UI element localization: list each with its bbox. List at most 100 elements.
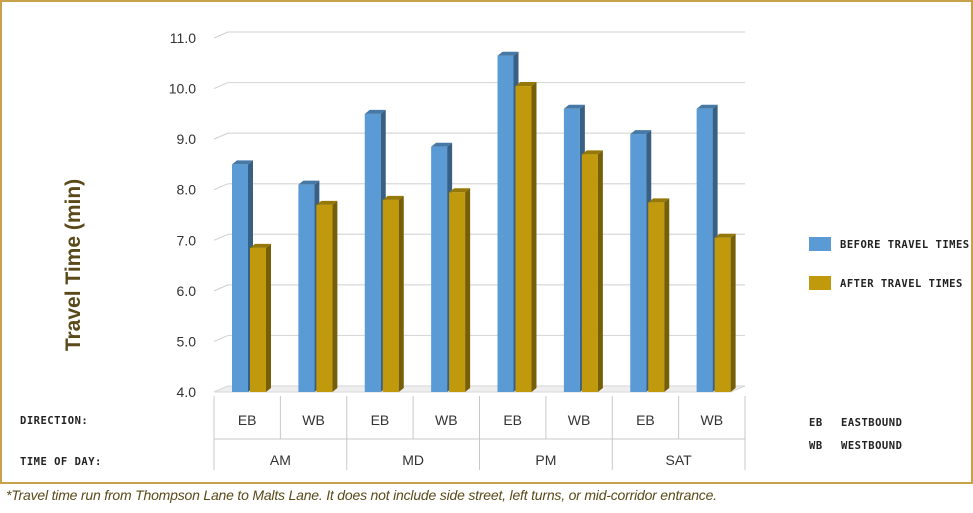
bar-after-3-top: [449, 188, 471, 193]
time-of-day-label: MD: [402, 452, 424, 468]
direction-label: WB: [302, 412, 325, 428]
bar-before-1-top: [298, 180, 320, 185]
bar-after-6-front: [648, 202, 665, 392]
bar-before-5-top: [563, 104, 585, 109]
y-tick-label: 7.0: [177, 232, 197, 248]
legend: BEFORE TRAVEL TIMES AFTER TRAVEL TIMES: [809, 237, 970, 290]
direction-label: WB: [435, 412, 458, 428]
y-tick-label: 8.0: [177, 182, 197, 198]
bar-after-1-front: [316, 204, 333, 392]
y-tick-label: 5.0: [177, 333, 197, 349]
abbrev-code-eb: EB: [809, 417, 823, 429]
grid-line-diag: [213, 82, 229, 90]
chart-frame: [0, 0, 973, 484]
y-tick-label: 11.0: [170, 30, 196, 46]
bar-before-5: [563, 104, 585, 393]
y-tick-label: 4.0: [177, 384, 197, 400]
bar-after-5-top: [581, 150, 603, 155]
bar-before-6-top: [630, 130, 652, 135]
bar-after-1-top: [316, 200, 338, 205]
direction-row-label: DIRECTION:: [20, 415, 88, 427]
bar-before-7-front: [696, 108, 713, 393]
bar-before-5-front: [563, 108, 580, 393]
bar-before-4-top: [497, 51, 519, 56]
legend-label-after: AFTER TRAVEL TIMES: [840, 278, 963, 290]
y-axis-label: Travel Time (min): [62, 179, 85, 351]
bar-after-7-side: [730, 233, 736, 392]
time-of-day-label: SAT: [666, 452, 693, 468]
bar-after-2-front: [382, 199, 399, 392]
direction-label: EB: [371, 412, 390, 428]
bar-before-3-front: [431, 146, 448, 392]
bar-after-3-front: [449, 192, 466, 392]
abbrev-code-wb: WB: [809, 440, 823, 452]
direction-label: WB: [568, 412, 591, 428]
bar-after-0-top: [250, 243, 271, 248]
x-axis-table: EB WB EB WB EB WB EB WB AM MD PM SAT: [213, 396, 746, 470]
time-of-day-label: PM: [535, 452, 556, 468]
bar-before-2: [364, 109, 386, 392]
bar-before-6-front: [630, 134, 647, 393]
bar-after-0: [250, 243, 271, 392]
direction-label: EB: [503, 412, 522, 428]
bar-before-7: [696, 104, 718, 393]
grid-line-diag: [213, 31, 229, 39]
abbreviation-key: EB EASTBOUND WB WESTBOUND: [809, 417, 902, 452]
bar-after-2-top: [382, 195, 404, 200]
bar-after-4-front: [515, 86, 532, 393]
grid-line-diag: [213, 233, 229, 241]
legend-swatch-before: [809, 237, 831, 251]
y-axis-ticks: 4.0 5.0 6.0 7.0 8.0 9.0 10.0 11.0: [169, 30, 196, 400]
bar-after-5: [581, 150, 603, 392]
bar-after-4: [515, 82, 537, 393]
bar-before-1: [298, 180, 320, 392]
footnote: *Travel time run from Thompson Lane to M…: [6, 487, 717, 503]
plot-floor: [213, 385, 746, 393]
bar-after-2-side: [398, 195, 404, 392]
bar-before-4-front: [497, 55, 514, 392]
travel-time-chart: 4.0 5.0 6.0 7.0 8.0 9.0 10.0 11.0 Travel Time (…: [20, 30, 970, 470]
bar-before-0-front: [232, 164, 248, 392]
bar-after-7: [714, 233, 736, 392]
bar-after-5-side: [597, 150, 603, 392]
y-tick-label: 6.0: [177, 283, 197, 299]
y-tick-label: 9.0: [177, 131, 197, 147]
bar-before-2-front: [364, 113, 381, 392]
bar-after-3: [449, 188, 471, 392]
direction-label: WB: [701, 412, 724, 428]
bar-before-7-top: [696, 104, 718, 109]
grid-line-diag: [213, 284, 229, 292]
time-of-day-label: AM: [270, 452, 291, 468]
bar-after-1: [316, 200, 338, 392]
bar-before-4: [497, 51, 519, 392]
bar-before-6: [630, 130, 652, 393]
bar-after-6-side: [664, 198, 670, 392]
bar-after-7-front: [714, 237, 731, 392]
y-tick-label: 10.0: [169, 81, 196, 97]
bar-after-6: [648, 198, 670, 392]
bar-after-3-side: [465, 188, 471, 392]
grid-line-diag: [213, 132, 229, 140]
direction-label: EB: [238, 412, 257, 428]
bar-after-1-side: [332, 200, 338, 392]
grid-line-diag: [213, 334, 229, 342]
bar-before-0: [232, 160, 253, 392]
bar-before-0-top: [232, 160, 253, 165]
bar-after-0-side: [266, 243, 271, 392]
abbrev-meaning-eb: EASTBOUND: [841, 417, 902, 429]
bar-after-7-top: [714, 233, 736, 238]
bar-before-3-top: [431, 142, 453, 147]
bar-before-1-front: [298, 184, 315, 392]
abbrev-meaning-wb: WESTBOUND: [841, 440, 902, 452]
bar-after-5-front: [581, 154, 598, 392]
legend-label-before: BEFORE TRAVEL TIMES: [840, 239, 970, 251]
bar-after-4-side: [531, 82, 537, 393]
direction-label: EB: [636, 412, 655, 428]
bar-after-0-front: [250, 247, 266, 392]
bar-before-2-top: [364, 109, 386, 114]
bar-after-4-top: [515, 82, 537, 87]
bar-after-6-top: [648, 198, 670, 203]
time-of-day-row-label: TIME OF DAY:: [20, 456, 102, 468]
bar-before-3: [431, 142, 453, 392]
grid-line-diag: [213, 183, 229, 191]
